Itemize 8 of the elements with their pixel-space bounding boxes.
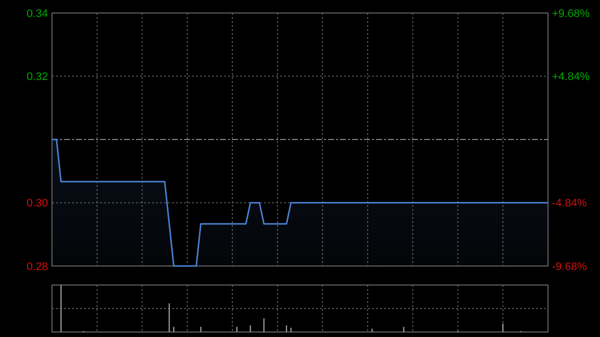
y-tick-label: 0.28 xyxy=(26,260,48,273)
y2-tick-label: -4.84% xyxy=(552,198,588,210)
y-tick-label: 0.32 xyxy=(26,71,48,84)
y2-tick-label: +9.68% xyxy=(552,8,590,20)
y2-tick-label: +4.84% xyxy=(552,71,590,84)
y2-tick-label: -9.68% xyxy=(552,260,588,273)
y-tick-label: 0.30 xyxy=(26,198,48,210)
y-tick-label: 0.34 xyxy=(26,8,48,20)
